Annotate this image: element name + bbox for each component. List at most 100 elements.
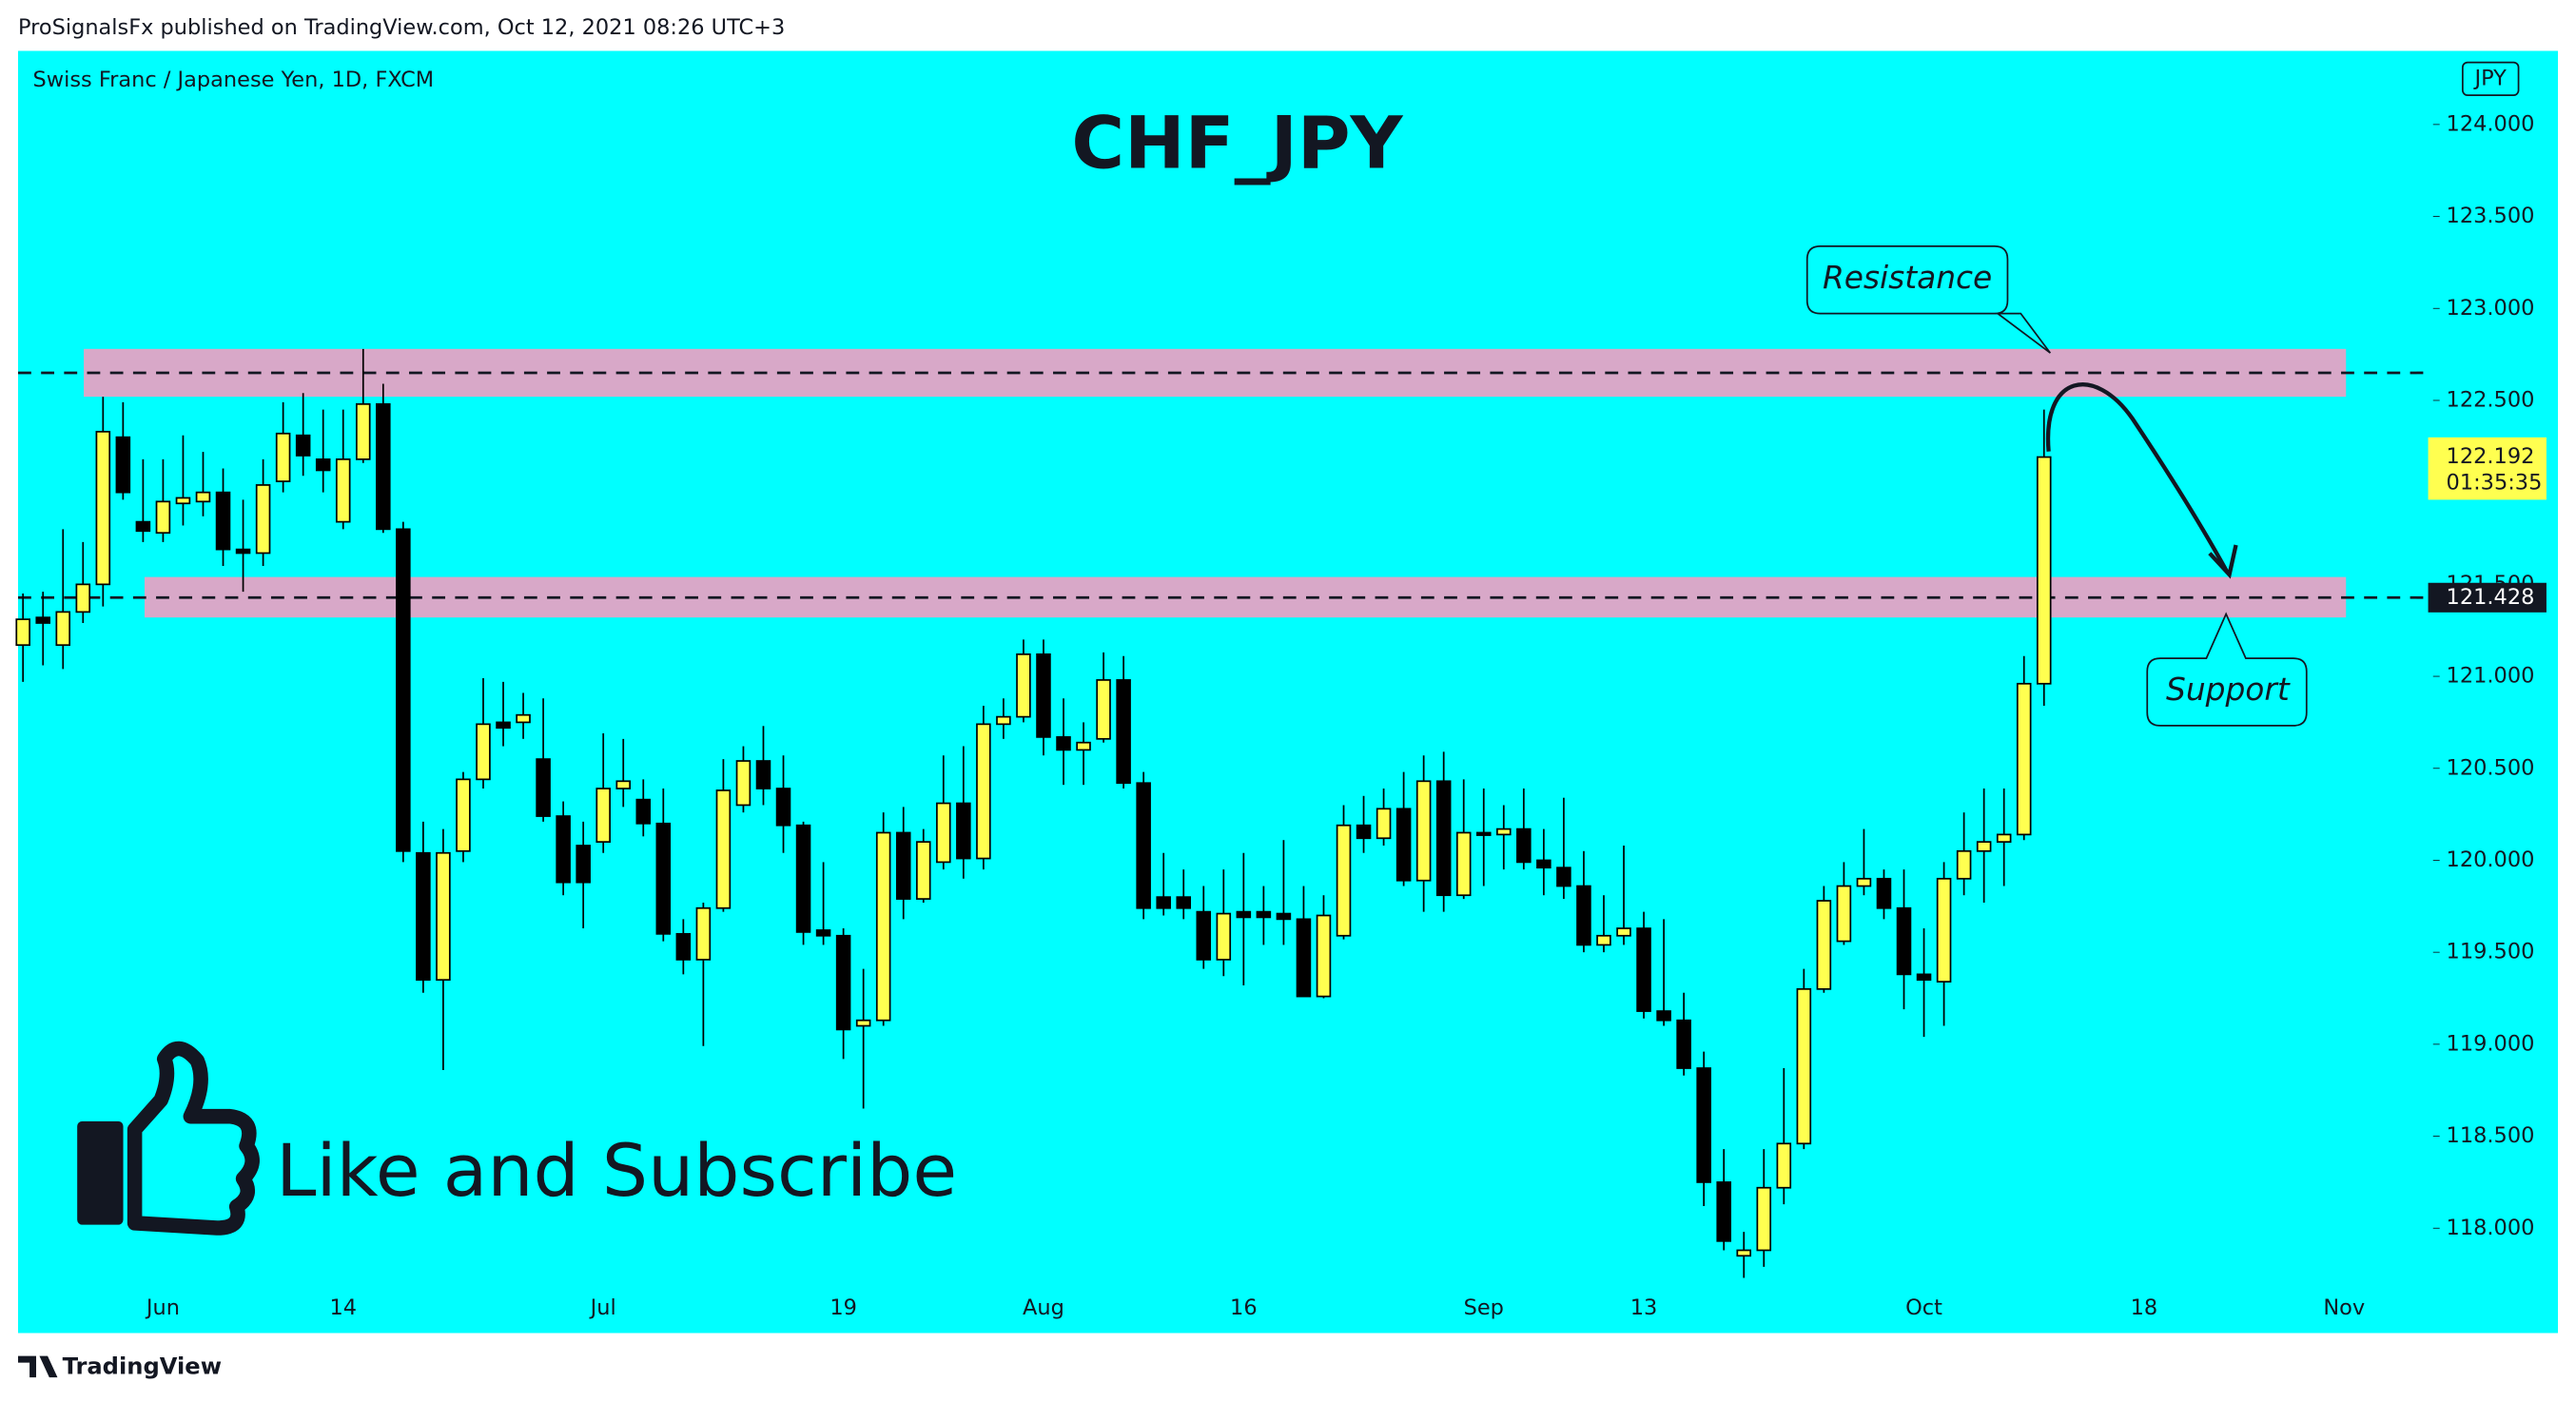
candle-body [235,548,251,555]
candle-body [1376,808,1392,840]
symbol-info: Swiss Franc / Japanese Yen, 1D, FXCM [33,68,435,92]
candle-body [2036,456,2052,685]
candle-body [1156,896,1171,909]
candle-body [1435,780,1452,897]
candle-body [75,583,91,613]
x-tick-label: Jul [589,1295,616,1320]
like-subscribe: Like and Subscribe [276,1128,957,1213]
candle-body [976,723,991,860]
candle-body [1276,912,1292,921]
candle-body [1716,1181,1731,1242]
candle-body [1096,679,1111,740]
y-tick-label: 119.000 [2447,1031,2535,1056]
candle-body [1696,1067,1711,1183]
candle-body [1176,896,1192,909]
candle-body [255,484,271,555]
thumbs-up-icon [77,1041,260,1236]
y-tick-label: 123.500 [2447,204,2535,228]
candle-body [895,831,911,900]
last-price-label: 122.192 [2447,444,2535,469]
y-tick-label: 118.500 [2447,1123,2535,1148]
candle-body [1676,1019,1691,1069]
candle-body [1736,1249,1751,1257]
candle-body [1516,828,1532,864]
candle-body [956,802,971,860]
candle-body [915,841,931,900]
candle-body [396,528,411,852]
y-tick-label: 121.000 [2447,664,2535,689]
candle-body [1876,877,1892,909]
candle-body [1816,900,1832,990]
candle-body [835,934,851,1031]
candle-body [1056,736,1071,751]
candle-body [115,436,131,494]
y-tick-label: 119.500 [2447,940,2535,964]
candle-body [815,929,831,937]
x-tick-label: 16 [1230,1295,1258,1320]
candle-body [1136,782,1151,909]
candle-body [1776,1142,1792,1189]
candle-body [1616,927,1631,937]
candle-body [1415,780,1432,882]
x-tick-label: Nov [2323,1295,2365,1320]
x-tick-label: 18 [2131,1295,2158,1320]
candle-body [755,760,771,789]
candles [15,348,2052,1278]
candle-body [875,831,891,1022]
candle-body [436,851,451,982]
publish-header: ProSignalsFx published on TradingView.co… [18,15,785,40]
candle-body [595,788,611,843]
candle-body [416,851,431,982]
x-tick-label: Sep [1464,1295,1504,1320]
candle-body [275,432,291,482]
candle-body [35,616,50,624]
x-tick-label: Oct [1905,1295,1942,1320]
footer-brand: TradingView [63,1353,222,1380]
candle-body [615,780,632,789]
candle-body [556,815,571,884]
candle-body [356,402,371,460]
x-tick-label: 19 [829,1295,857,1320]
candle-body [315,458,331,472]
candle-body [1656,1010,1671,1022]
x-tick-label: Aug [1023,1295,1064,1320]
arrow-head [2208,544,2238,579]
candle-body [15,618,30,647]
candle-body [1996,833,2012,843]
level-price-box [2428,582,2547,613]
candle-body [155,500,171,535]
candle-body [135,520,151,533]
candle-body [715,789,732,909]
candle-body [175,497,191,505]
candle-body [695,906,712,961]
currency-label: JPY [2473,66,2508,90]
level-price-label: 121.428 [2447,585,2535,610]
candle-body [1395,808,1412,882]
candle-body [576,845,591,884]
candle-body [1936,877,1952,983]
candle-body [516,713,531,724]
resistance-callout [1805,245,2052,354]
candle-body [536,758,551,817]
y-tick-label: 120.000 [2447,847,2535,872]
candle-body [1596,934,1611,946]
candle-body [1556,867,1571,887]
zones [17,348,2424,618]
candle-body [1356,824,1372,840]
candle-body [1316,914,1332,998]
candle-body [295,434,311,457]
candle-body [1196,910,1212,961]
tradingview-logo [17,1355,58,1378]
candle-body [1216,912,1232,961]
candle-body [1796,987,1812,1145]
candle-body [675,932,692,961]
candle-body [1976,841,1992,852]
candle-body [635,798,652,825]
x-tick-label: 14 [329,1295,357,1320]
candle-body [735,760,751,807]
candle-body [1256,910,1272,919]
candle-body [1296,918,1312,998]
candle-body [1236,910,1252,919]
candle-body [936,802,951,864]
